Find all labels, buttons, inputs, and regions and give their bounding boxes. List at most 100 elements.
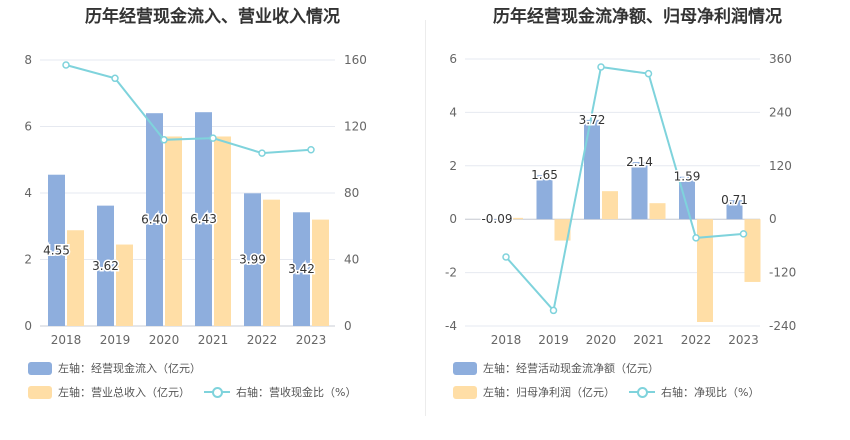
- bar-data-label: 4.55: [43, 243, 70, 257]
- bar-primary: [536, 175, 553, 220]
- chart-title: 历年经营现金流净额、归母净利润情况: [493, 7, 782, 27]
- bar-data-label: 3.42: [288, 262, 315, 276]
- x-axis-tick-label: 2021: [198, 333, 229, 347]
- bar-primary: [631, 162, 648, 220]
- right-axis-tick-label: 360: [769, 52, 792, 66]
- bar-secondary: [649, 203, 666, 220]
- bar-data-label: 1.65: [531, 168, 558, 182]
- line-point: [160, 136, 168, 144]
- bar-primary: [584, 119, 600, 220]
- legend-item[interactable]: 左轴：营业总收入（亿元）: [28, 384, 190, 400]
- bar-data-label: 1.59: [674, 170, 701, 184]
- right-axis-tick-label: 40: [344, 253, 359, 267]
- right-axis-tick-label: 80: [344, 186, 359, 200]
- x-axis-tick-label: 2018: [491, 333, 522, 347]
- line-point: [692, 234, 700, 242]
- bar-data-label: 6.43: [190, 212, 217, 226]
- legend-label: 右轴：营收现金比（%）: [236, 386, 357, 399]
- left-axis-tick-label: 4: [24, 186, 32, 200]
- line-point: [644, 69, 653, 78]
- x-axis-tick-label: 2019: [538, 333, 569, 347]
- line-point: [62, 61, 70, 69]
- bar-data-label: 0.71: [721, 193, 748, 207]
- bar-primary: [48, 174, 65, 326]
- legend-swatch: [28, 385, 52, 399]
- left-axis-tick-label: 0: [449, 212, 457, 226]
- bar-secondary: [214, 136, 231, 326]
- legend-swatch: [453, 385, 477, 399]
- bar-primary: [97, 205, 114, 326]
- bar-primary: [195, 112, 212, 326]
- line-point: [209, 134, 217, 142]
- bar-data-label: 6.40: [141, 213, 168, 227]
- legend-label: 左轴：营业总收入（亿元）: [58, 386, 190, 399]
- x-axis-tick-label: 2021: [633, 333, 664, 347]
- bar-secondary: [602, 191, 618, 220]
- bar-secondary: [507, 217, 523, 220]
- left-axis-tick-label: -2: [445, 266, 457, 280]
- legend-item[interactable]: 右轴：净现比（%）: [629, 384, 759, 400]
- bar-secondary: [554, 219, 571, 241]
- panel-divider: [425, 20, 426, 416]
- bar-secondary: [312, 219, 329, 326]
- right-axis-tick-label: -240: [769, 319, 796, 333]
- bar-primary: [726, 200, 743, 220]
- legend-label: 左轴：经营活动现金流净额（亿元）: [483, 362, 659, 375]
- bar-secondary: [116, 244, 133, 326]
- x-axis-tick-label: 2020: [149, 333, 180, 347]
- legend-label: 左轴：归母净利润（亿元）: [483, 386, 615, 399]
- left-axis-tick-label: 8: [24, 53, 32, 67]
- chart-panel-cashflow-revenue: 历年经营现金流入、营业收入情况 0 2 4 6 8 0 40 80 120 160 2018 2019…: [0, 0, 425, 436]
- bar-primary: [489, 219, 505, 222]
- bar-secondary: [165, 136, 182, 326]
- left-axis-tick-label: -4: [445, 319, 457, 333]
- legend-item[interactable]: 左轴：经营活动现金流净额（亿元）: [453, 360, 659, 376]
- left-axis-tick-label: 6: [449, 52, 457, 66]
- legend-line-marker: [204, 385, 230, 399]
- left-axis-tick-label: 2: [449, 159, 457, 173]
- right-axis-tick-label: 120: [769, 159, 792, 173]
- line-series: [505, 65, 744, 313]
- legend-label: 右轴：净现比（%）: [661, 386, 760, 399]
- bar-data-label: 3.62: [92, 259, 119, 273]
- x-axis-tick-label: 2020: [586, 333, 617, 347]
- x-axis-tick-label: 2023: [728, 333, 759, 347]
- legend-row: 左轴：营业总收入（亿元） 右轴：营收现金比（%）: [28, 380, 428, 404]
- legend-item[interactable]: 左轴：归母净利润（亿元）: [453, 384, 615, 400]
- bar-secondary: [744, 219, 761, 282]
- right-axis-tick-label: 0: [769, 212, 777, 226]
- legend-swatch: [453, 361, 477, 375]
- legend-row: 左轴：经营现金流入（亿元）: [28, 356, 428, 380]
- legend-item[interactable]: 右轴：营收现金比（%）: [204, 384, 356, 400]
- legend-label: 左轴：经营现金流入（亿元）: [58, 362, 201, 375]
- chart-legend: 左轴：经营活动现金流净额（亿元） 左轴：归母净利润（亿元） 右轴：净现比（%）: [453, 356, 850, 404]
- bar-data-label: 3.72: [579, 113, 606, 127]
- chart-svg-netcash-profit: -4 -2 0 2 4 6 -240 -120 0 120 240 360 2018 2019 2020 20…: [445, 52, 796, 347]
- right-axis-tick-label: 160: [344, 53, 367, 67]
- legend-row: 左轴：归母净利润（亿元） 右轴：净现比（%）: [453, 380, 850, 404]
- line-point: [502, 253, 510, 261]
- legend-line-marker: [629, 385, 655, 399]
- bar-secondary: [697, 219, 713, 322]
- bar-primary: [679, 176, 695, 220]
- left-axis-tick-label: 4: [449, 105, 457, 119]
- right-axis-tick-label: -120: [769, 266, 796, 280]
- legend-swatch: [28, 361, 52, 375]
- bar-secondary: [263, 199, 280, 326]
- bar-data-label: 3.99: [239, 253, 266, 267]
- left-axis-tick-label: 6: [24, 120, 32, 134]
- line-series: [65, 64, 312, 155]
- line-point: [549, 306, 558, 315]
- bar-primary: [244, 193, 261, 326]
- legend-item[interactable]: 左轴：经营现金流入（亿元）: [28, 360, 201, 376]
- chart-title: 历年经营现金流入、营业收入情况: [85, 7, 340, 27]
- right-axis-tick-label: 0: [344, 319, 352, 333]
- chart-panel-netcash-profit: 历年经营现金流净额、归母净利润情况 -4 -2 0 2 4 6 -240 -120 0 120 24…: [425, 0, 850, 436]
- line-point: [111, 74, 119, 83]
- line-point: [307, 146, 315, 154]
- x-axis-tick-label: 2023: [296, 333, 327, 347]
- left-axis-tick-label: 2: [24, 253, 32, 267]
- legend-row: 左轴：经营活动现金流净额（亿元）: [453, 356, 850, 380]
